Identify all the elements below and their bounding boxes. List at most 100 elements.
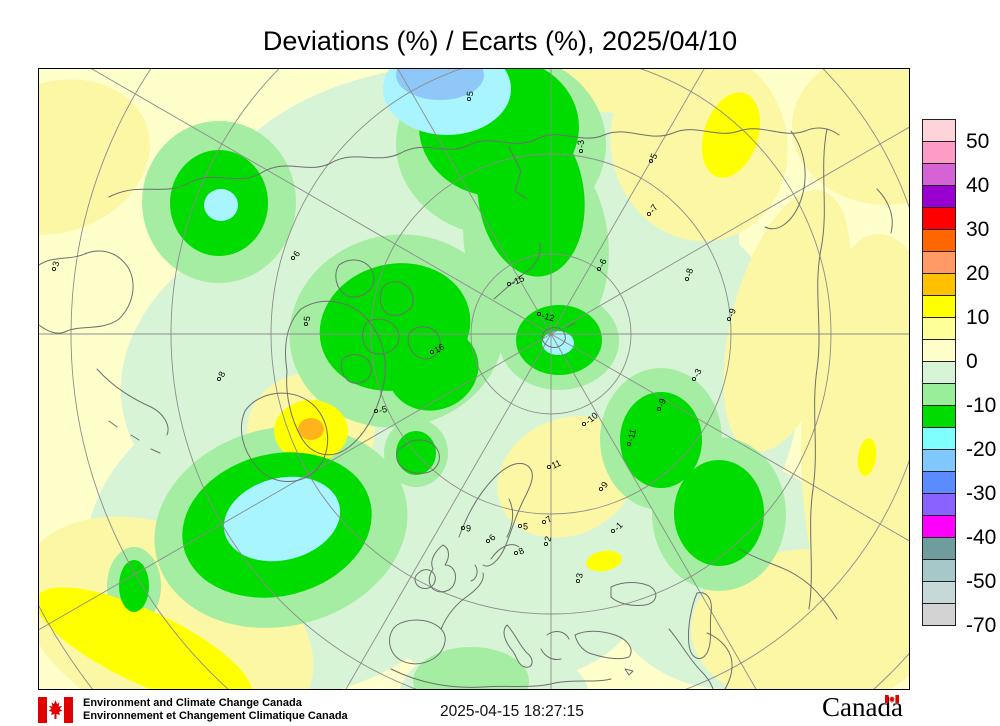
- colorbar-cell: [922, 141, 956, 164]
- coastline: [340, 354, 372, 384]
- station-marker: [506, 281, 511, 286]
- coastline: [335, 259, 375, 298]
- colorbar-tick-label: 10: [966, 306, 990, 329]
- colorbar-cell: [922, 163, 956, 186]
- station-marker: [541, 519, 546, 524]
- coastline: [389, 619, 446, 665]
- coastline: [396, 439, 440, 474]
- station-value: -3: [576, 140, 587, 149]
- coastline: [362, 318, 400, 355]
- station-value: -5: [378, 404, 388, 416]
- contour-fill-region: [39, 79, 150, 235]
- station-marker: [546, 464, 551, 469]
- coastline: [624, 668, 634, 676]
- station-marker: [290, 255, 295, 260]
- station-marker: [727, 316, 732, 321]
- coastline: [428, 544, 456, 593]
- contour-fill-region: [857, 438, 877, 476]
- colorbar-cell: [922, 405, 956, 428]
- station-value: 16: [432, 342, 446, 356]
- coastline: [108, 127, 840, 198]
- coastline: [379, 281, 414, 316]
- station-marker: [466, 96, 471, 101]
- colorbar-cell: [922, 427, 956, 450]
- colorbar-tick-label: 20: [966, 262, 990, 285]
- station-value: 5: [302, 316, 312, 322]
- colorbar-cell: [922, 185, 956, 208]
- station-value: 3: [50, 260, 61, 267]
- colorbar-cell: [922, 471, 956, 494]
- station-value: -6: [596, 257, 608, 268]
- station-marker: [373, 408, 378, 413]
- colorbar-cell: [922, 119, 956, 142]
- coastline: [668, 628, 714, 689]
- colorbar-cell: [922, 273, 956, 296]
- contour-fill-region: [413, 647, 529, 689]
- coastline: [610, 582, 657, 606]
- station-value: 3: [574, 572, 585, 579]
- colorbar-tick-label: -40: [966, 526, 997, 549]
- colorbar-cell: [922, 295, 956, 318]
- coastline: [764, 130, 806, 230]
- meridian-line: [345, 333, 552, 689]
- contour-fill-region: [204, 189, 238, 221]
- meridian-line: [550, 126, 909, 335]
- map-svg: 36585-35-15-12-616-7-8-9-3-9-11-10119965…: [39, 69, 909, 689]
- colorbar-cell: [922, 559, 956, 582]
- coastline: [440, 572, 484, 630]
- department-name: Environment and Climate Change Canada En…: [83, 697, 348, 722]
- station-marker: [576, 578, 581, 583]
- coastline: [390, 668, 612, 688]
- station-value: -9: [726, 307, 738, 318]
- colorbar-tick-label: 50: [966, 130, 990, 153]
- coastline: [458, 462, 533, 582]
- contour-fill-region: [723, 189, 851, 453]
- meridian-line: [550, 333, 909, 542]
- coastline: [706, 632, 733, 689]
- contour-fill-region: [298, 418, 324, 440]
- canada-flag-icon: [38, 697, 73, 723]
- coastline: [808, 128, 828, 610]
- coastline: [876, 188, 893, 234]
- station-value: 5: [648, 152, 659, 161]
- station-value: 2: [542, 535, 553, 542]
- colorbar-cell: [922, 581, 956, 604]
- station-value: -9: [656, 397, 668, 408]
- coastline: [285, 300, 386, 456]
- station-marker: [611, 528, 616, 533]
- station-value: 7: [544, 514, 554, 525]
- coastline: [493, 242, 541, 300]
- contour-fill-region: [620, 392, 702, 488]
- station-marker: [216, 376, 221, 381]
- station-marker: [649, 159, 654, 164]
- station-marker: [51, 266, 56, 271]
- contour-fill-region: [364, 494, 644, 684]
- station-marker: [513, 550, 518, 555]
- contour-fill-region: [701, 92, 761, 178]
- meridian-line: [397, 69, 552, 335]
- contour-fill-region: [792, 69, 909, 205]
- colorbar-cell: [922, 603, 956, 626]
- coastline: [738, 548, 838, 620]
- station-marker: [536, 311, 541, 316]
- station-marker: [543, 541, 548, 546]
- colorbar-cell: [922, 251, 956, 274]
- station-value: 9: [599, 480, 610, 490]
- station-marker: [599, 486, 604, 491]
- coastline: [574, 630, 632, 660]
- station-marker: [303, 321, 308, 326]
- station-value: 6: [291, 249, 302, 259]
- station-marker: [692, 376, 697, 381]
- canada-wordmark-flag-icon: [885, 695, 899, 703]
- generation-timestamp: 2025-04-15 18:27:15: [440, 703, 584, 720]
- deviation-map: 3 6 5 8 5 -3 5 -15 -12 -6 16 -7 -8 -9 -3 -9 -11 -10 11 9 9 6 5…: [38, 68, 910, 690]
- station-marker: [597, 266, 602, 271]
- colorbar-cell: [922, 361, 956, 384]
- contour-fill-region: [542, 331, 574, 355]
- colorbar-tick-label: -20: [966, 438, 997, 461]
- coastline: [39, 250, 134, 334]
- station-value: -8: [683, 267, 695, 277]
- colorbar-cell: [922, 229, 956, 252]
- coastline: [503, 624, 533, 668]
- contour-fill-region: [119, 560, 149, 612]
